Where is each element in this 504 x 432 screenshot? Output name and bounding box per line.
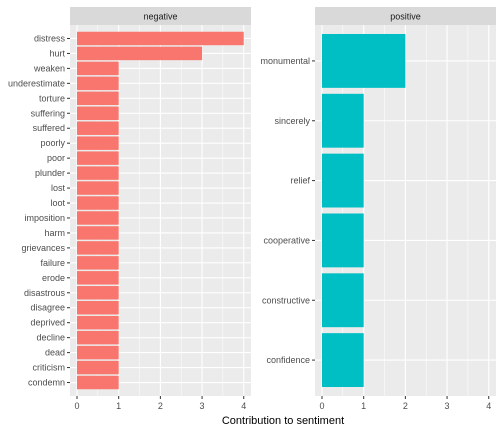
y-tick-label: decline	[36, 333, 65, 343]
bar-weaken	[77, 61, 119, 76]
bar-erode	[77, 271, 119, 285]
y-tick-label: poorly	[40, 138, 65, 148]
y-tick-label: suffered	[33, 123, 65, 133]
x-tick-label: 1	[361, 401, 366, 411]
y-tick-label: underestimate	[8, 78, 65, 88]
bar-relief	[322, 153, 364, 208]
y-tick-label: cooperative	[263, 235, 310, 245]
bar-decline	[77, 330, 119, 345]
bar-failure	[77, 256, 119, 270]
y-tick-label: criticism	[33, 363, 66, 373]
y-tick-label: relief	[290, 176, 310, 186]
y-tick-label: disagree	[30, 303, 65, 313]
y-tick-label: weaken	[33, 63, 65, 73]
bar-cooperative	[322, 213, 364, 268]
y-tick-label: condemn	[28, 378, 65, 388]
y-tick-label: loot	[50, 198, 65, 208]
y-tick-label: lost	[51, 183, 66, 193]
y-tick-label: constructive	[262, 295, 310, 305]
bar-lost	[77, 181, 119, 195]
y-tick-label: dead	[45, 348, 65, 358]
y-tick-label: grievances	[21, 243, 65, 253]
y-tick-label: erode	[42, 273, 65, 283]
bar-suffered	[77, 121, 119, 135]
y-tick-label: harm	[44, 228, 65, 238]
bar-condemn	[77, 375, 119, 390]
facet-strip-label: negative	[143, 12, 177, 22]
bar-confidence	[322, 333, 364, 388]
x-tick-label: 0	[319, 401, 324, 411]
bar-grievances	[77, 241, 119, 255]
y-tick-label: poor	[47, 153, 65, 163]
bar-disagree	[77, 300, 119, 315]
facet-strip	[315, 7, 496, 25]
bar-disastrous	[77, 286, 119, 300]
y-tick-label: failure	[40, 258, 65, 268]
x-axis-title: Contribution to sentiment	[222, 415, 344, 427]
bar-torture	[77, 91, 119, 106]
bar-underestimate	[77, 76, 119, 91]
x-tick-label: 4	[486, 401, 491, 411]
x-tick-label: 3	[200, 401, 205, 411]
bar-harm	[77, 226, 119, 240]
y-tick-label: confidence	[266, 355, 310, 365]
bar-hurt	[77, 46, 203, 61]
x-tick-label: 4	[241, 401, 246, 411]
facet-positive: positive monumental sincerely relief coopera…	[260, 7, 496, 411]
bar-criticism	[77, 360, 119, 375]
bar-distress	[77, 31, 244, 46]
bar-constructive	[322, 273, 364, 328]
bar-sincerely	[322, 93, 364, 148]
bar-poorly	[77, 136, 119, 150]
y-tick-label: deprived	[30, 318, 65, 328]
bar-imposition	[77, 211, 119, 225]
y-tick-label: sincerely	[274, 116, 310, 126]
y-tick-label: monumental	[260, 56, 310, 66]
y-tick-label: hurt	[49, 48, 65, 58]
bar-loot	[77, 196, 119, 210]
bar-deprived	[77, 315, 119, 330]
bar-dead	[77, 345, 119, 360]
facet-negative: negative distress hurt weaken underestimate t…	[8, 7, 251, 411]
x-tick-label: 1	[116, 401, 121, 411]
facet-strip	[70, 7, 251, 25]
bar-monumental	[322, 33, 406, 88]
y-tick-label: suffering	[31, 108, 65, 118]
x-tick-label: 2	[158, 401, 163, 411]
bar-plunder	[77, 166, 119, 180]
y-tick-label: imposition	[24, 213, 65, 223]
facet-strip-label: positive	[390, 12, 421, 22]
facet-panels: negative distress hurt weaken underestimate t…	[8, 7, 496, 411]
x-tick-label: 0	[74, 401, 79, 411]
x-tick-label: 3	[445, 401, 450, 411]
bar-poor	[77, 151, 119, 165]
y-tick-label: distress	[34, 33, 66, 43]
y-tick-label: torture	[39, 93, 65, 103]
x-tick-label: 2	[403, 401, 408, 411]
y-tick-label: disastrous	[24, 288, 66, 298]
y-tick-label: plunder	[35, 168, 65, 178]
bar-suffering	[77, 106, 119, 121]
